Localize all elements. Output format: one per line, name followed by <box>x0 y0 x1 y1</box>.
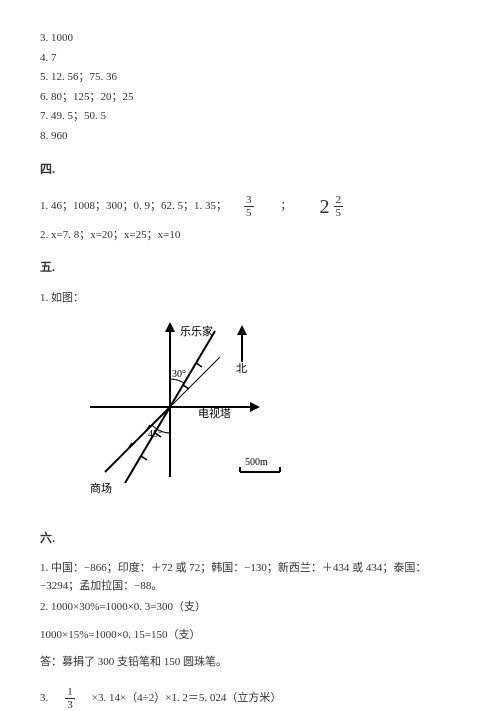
fraction-denominator: 3 <box>65 699 75 711</box>
label-45: 45° <box>148 429 162 440</box>
fraction-denominator: 5 <box>334 207 344 219</box>
list-item: 3. 1000 <box>40 30 460 48</box>
section-6-heading: 六. <box>40 529 460 548</box>
mixed-number: 2 2 5 <box>320 191 347 223</box>
fraction-numerator: 1 <box>65 686 75 699</box>
section-6-line-1: 1. 中国：−866；印度：＋72 或 72；韩国：−130；新西兰：＋434 … <box>40 560 460 595</box>
text-suffix: ×3. 14×（4÷2）×1. 2＝5. 024（立方米） <box>92 690 282 708</box>
section-6-line-4: 答：募捐了 300 支铅笔和 150 圆珠笔。 <box>40 654 460 672</box>
label-30: 30° <box>172 369 186 380</box>
text-prefix: 3. <box>40 690 48 708</box>
section-6-line-5: 3. 1 3 ×3. 14×（4÷2）×1. 2＝5. 024（立方米） <box>40 686 460 711</box>
list-item: 6. 80；125；20；25 <box>40 89 460 107</box>
section-4-line-2: 2. x=7. 8；x=20；x=25；x=10 <box>40 227 460 245</box>
separator: ； <box>281 198 292 216</box>
list-item: 5. 12. 56；75. 36 <box>40 69 460 87</box>
label-lele: 乐乐家 <box>180 324 213 338</box>
fraction: 1 3 <box>65 686 75 711</box>
section-6-line-3: 1000×15%=1000×0. 15=150（支） <box>40 627 460 645</box>
mixed-fraction: 2 5 <box>334 194 344 219</box>
label-north: 北 <box>236 362 247 375</box>
section-4-heading: 四. <box>40 160 460 179</box>
diagram-svg: 乐乐家 北 30° 电视塔 45° 商场 500m <box>70 317 300 502</box>
mixed-whole: 2 <box>320 191 330 223</box>
text: 2. x=7. 8；x=20；x=25；x=10 <box>40 227 180 245</box>
label-tvtower: 电视塔 <box>198 406 231 420</box>
section-6-line-2: 2. 1000×30%=1000×0. 3=300（支） <box>40 599 460 617</box>
direction-diagram: 乐乐家 北 30° 电视塔 45° 商场 500m <box>70 317 460 509</box>
label-scale: 500m <box>245 457 268 468</box>
fraction: 3 5 <box>244 194 254 219</box>
fraction-denominator: 5 <box>244 207 254 219</box>
fraction-numerator: 2 <box>334 194 344 207</box>
section-5-heading: 五. <box>40 258 460 277</box>
text-prefix: 1. 46；1008；300；0. 9；62. 5；1. 35； <box>40 198 227 216</box>
section-5-intro: 1. 如图： <box>40 290 460 308</box>
section-4-line-1: 1. 46；1008；300；0. 9；62. 5；1. 35； 3 5 ； 2… <box>40 191 460 223</box>
answer-list-top: 3. 1000 4. 7 5. 12. 56；75. 36 6. 80；125；… <box>40 30 460 146</box>
list-item: 7. 49. 5；50. 5 <box>40 108 460 126</box>
list-item: 8. 960 <box>40 128 460 146</box>
list-item: 4. 7 <box>40 50 460 68</box>
label-market: 商场 <box>90 481 112 495</box>
fraction-numerator: 3 <box>244 194 254 207</box>
